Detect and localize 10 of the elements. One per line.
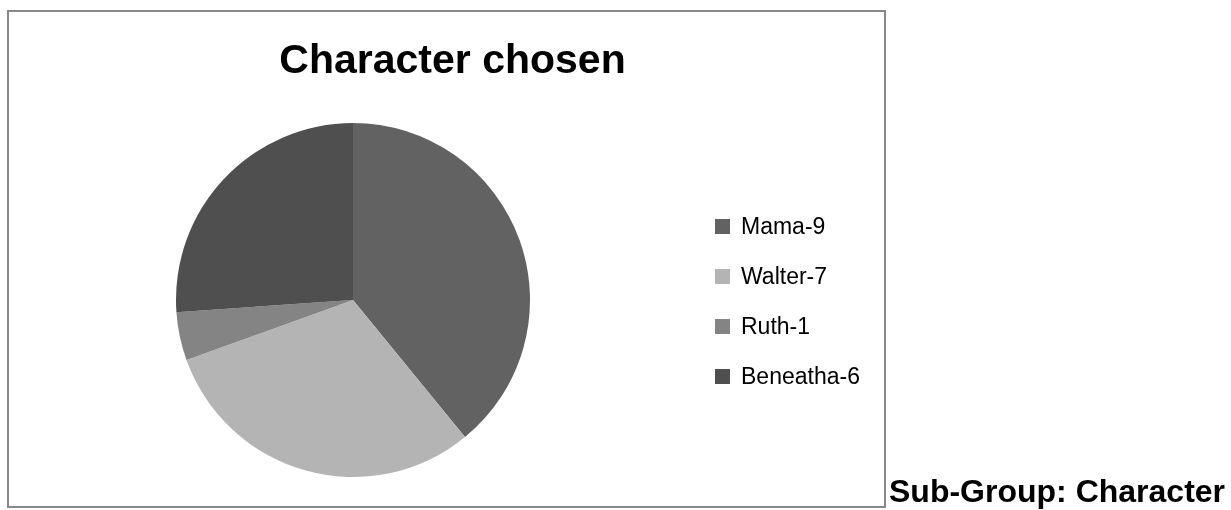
legend-label: Ruth-1 <box>741 312 811 339</box>
legend-label: Beneatha-6 <box>741 362 860 389</box>
legend-label: Mama-9 <box>741 212 826 239</box>
legend-label: Walter-7 <box>741 262 828 289</box>
pie-slice <box>353 123 530 438</box>
pie-slice <box>176 123 353 313</box>
chart-title: Character chosen <box>279 36 626 82</box>
pie-slice <box>186 300 465 477</box>
pie-slice <box>176 300 353 360</box>
text: Sub-Group: Character <box>889 473 1226 509</box>
